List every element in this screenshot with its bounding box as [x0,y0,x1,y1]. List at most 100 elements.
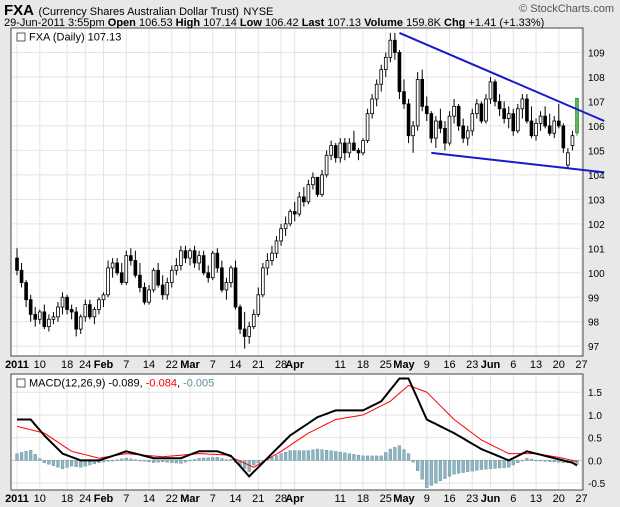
histogram-bar [520,460,524,462]
histogram-bar [206,457,210,461]
candle-body [370,98,374,115]
candle-body [188,250,192,259]
price-tick-label: 105 [588,146,605,157]
histogram-bar [110,460,115,462]
x-tick-label: 27 [575,359,587,371]
x-tick-label: 16 [443,493,455,505]
candle-body [74,311,78,330]
watermark: © StockCharts.com [519,3,614,15]
candlesticks [15,32,579,349]
histogram-bar [174,460,178,464]
hist-legend-value: -0.005 [183,378,214,390]
candle-body [192,250,197,264]
candle-body [411,125,415,137]
candle-body [133,260,138,276]
histogram-bar [529,459,534,461]
axis-tick-labels: 979899100101102103104105106107108109-0.5… [5,48,606,505]
histogram-bar [416,460,420,471]
histogram-bar [343,452,347,461]
histogram-bar [179,460,183,464]
candle-body [424,105,429,115]
price-tick-label: 101 [588,244,605,255]
histogram-bar [279,453,283,461]
histogram-bar [420,460,424,480]
histogram-bar [361,455,365,461]
histogram-bar [443,460,447,479]
volume-label: Volume [364,17,404,29]
histogram-bar [470,460,474,472]
histogram-bar [411,460,415,463]
candle-body [156,269,160,286]
candle-body [129,255,133,261]
x-tick-label: Mar [180,493,200,505]
histogram-bar [215,457,219,461]
candle-body [33,313,38,320]
candle-body [306,184,311,203]
candle-body [475,103,479,115]
histogram-bar [502,460,506,468]
histogram-bar [170,460,174,463]
histogram-bar [315,448,320,461]
candle-body [347,142,352,154]
last-label: Last [301,17,325,29]
candle-body [429,113,434,139]
price-tick-label: 99 [588,293,600,304]
x-tick-label: 10 [34,359,46,371]
x-tick-label: 7 [210,493,216,505]
price-tick-label: 102 [588,220,605,231]
candle-body [124,255,129,283]
candle-body [443,127,447,144]
x-tick-label: 11 [335,359,346,371]
candle-body [224,282,229,291]
histogram-bar [402,449,406,461]
candle-body [19,269,24,283]
candle-body [179,250,183,266]
candle-body [447,115,452,144]
candle-body [292,211,297,215]
candle-body [479,103,484,122]
x-tick-label: Feb [94,359,114,371]
x-tick-label: 25 [380,359,392,371]
candle-body [220,267,224,291]
histogram-bar [284,451,288,461]
histogram-bar [24,451,28,461]
x-tick-label: May [393,359,415,371]
candle-body [106,267,110,296]
candle-body [42,311,47,328]
macd-tick-label: 1.0 [588,411,602,422]
x-tick-label: 24 [79,493,91,505]
price-tick-label: 106 [588,122,605,133]
histogram-bar [370,455,374,461]
candle-body [566,152,570,166]
histogram-bar [447,460,452,477]
indicator-lines [16,31,605,478]
candle-body [256,294,261,315]
histogram-bar [557,460,561,463]
open-value: 106.53 [138,17,173,29]
candle-body [333,145,338,159]
x-tick-label: 21 [252,359,264,371]
legend-swatch [16,378,26,388]
candle-body [274,240,279,254]
candle-body [83,304,88,318]
trendline [431,151,605,174]
price-tick-label: 98 [588,318,600,329]
x-tick-label: 13 [530,493,542,505]
x-tick-label: Mar [180,359,200,371]
x-tick-label: 14 [229,359,241,371]
histogram-bar [151,460,156,463]
quote-datetime: 29-Jun-2011 3:55pm [4,17,105,29]
candle-body [215,252,220,269]
candle-body [470,113,475,132]
histogram-bar [356,454,361,461]
x-tick-label: 21 [252,493,264,505]
candle-body [438,120,443,129]
x-tick-label: Feb [94,493,114,505]
candle-body [374,83,379,100]
candle-body [28,299,33,315]
histogram-bar [29,449,33,461]
candle-body [342,142,347,154]
candle-body [47,318,51,328]
candle-body [534,123,538,137]
